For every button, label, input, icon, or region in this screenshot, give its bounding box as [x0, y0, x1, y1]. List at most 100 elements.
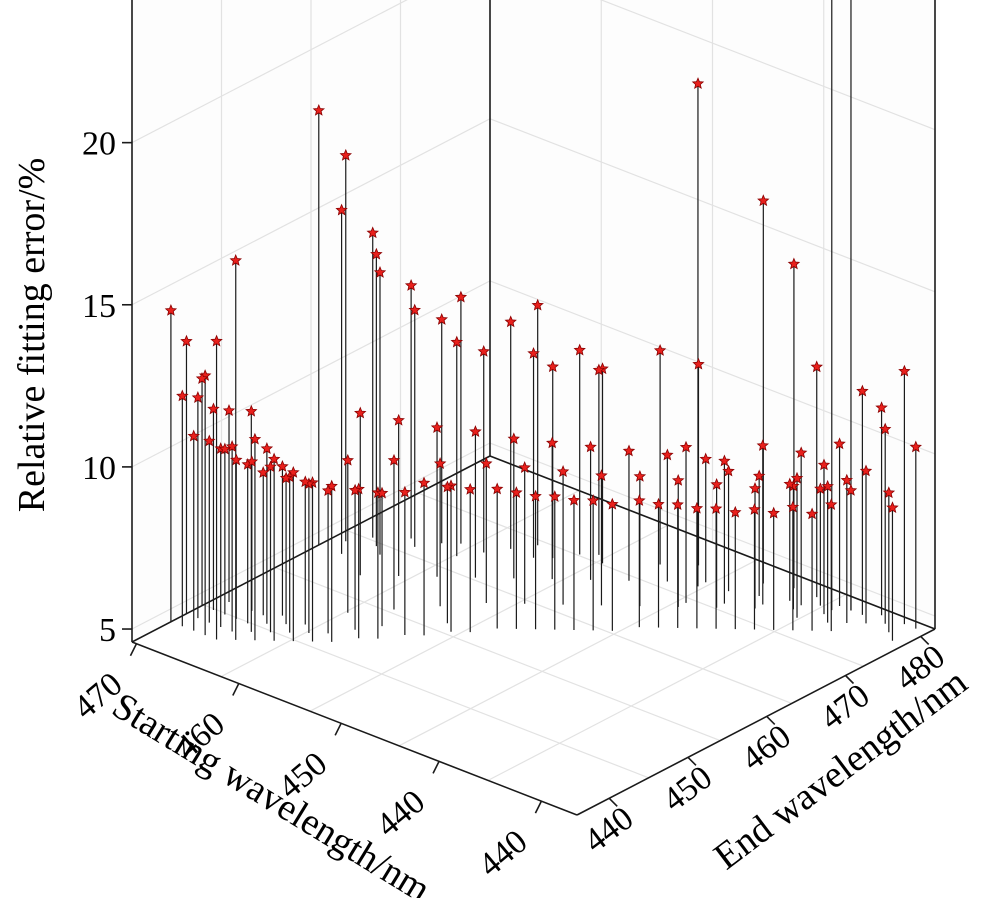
data-point-marker: [671, 473, 685, 486]
axis-edge: [131, 641, 578, 816]
x-tick-mark: [129, 643, 138, 657]
data-point-marker: [573, 343, 586, 356]
data-point-marker: [691, 77, 705, 90]
data-point-marker: [164, 303, 178, 316]
data-point-marker: [652, 497, 665, 510]
data-point-marker: [546, 436, 559, 449]
data-point-marker: [225, 440, 239, 452]
data-point-marker: [805, 507, 819, 520]
data-point-marker: [441, 480, 454, 493]
data-point-marker: [671, 498, 684, 511]
data-point-marker: [454, 290, 468, 303]
data-point-marker: [370, 247, 383, 260]
data-point-marker: [882, 486, 896, 499]
stems: [170, 0, 917, 642]
data-point-marker: [195, 372, 209, 384]
data-point-marker: [833, 437, 846, 450]
data-point-marker: [752, 469, 766, 482]
data-point-marker: [690, 501, 704, 514]
data-point-marker: [859, 464, 873, 477]
z-axis-title: Relative fitting error/%: [11, 158, 53, 513]
data-point-marker: [518, 461, 531, 473]
y-tick-label: 440: [577, 800, 640, 860]
data-point-marker: [709, 502, 723, 515]
data-point-marker: [230, 453, 243, 466]
grid-line-floor-x: [220, 490, 580, 678]
data-point-marker: [507, 432, 520, 445]
data-point-marker: [529, 489, 542, 502]
axis-edge: [489, 455, 936, 630]
data-point-marker: [248, 432, 262, 445]
data-point-marker: [756, 439, 770, 451]
y-tick-label: 450: [656, 759, 719, 819]
data-point-marker: [592, 363, 606, 376]
data-point-marker: [222, 404, 236, 416]
data-point-marker: [245, 455, 259, 467]
data-point-marker: [321, 484, 335, 497]
grid-line-floor-x: [487, 593, 847, 781]
data-point-marker: [622, 444, 636, 457]
data-point-marker: [606, 497, 619, 510]
grid-line-floor-y: [418, 492, 864, 667]
data-point-marker: [469, 425, 482, 437]
data-point-marker: [404, 278, 418, 291]
data-point-marker: [408, 303, 421, 316]
data-point-marker: [335, 203, 348, 216]
data-point-marker: [504, 315, 517, 328]
data-point-marker: [510, 486, 523, 498]
z-tick-label: 20: [82, 126, 116, 163]
markers: [164, 77, 922, 520]
grid-line-floor-x: [398, 559, 758, 747]
grid-line-floor-x: [309, 524, 669, 712]
grid-line-floor-y: [203, 604, 649, 779]
data-point-marker: [757, 194, 770, 207]
x-tick-mark: [334, 722, 342, 736]
data-point-marker: [279, 471, 293, 484]
data-point-marker: [264, 460, 277, 473]
data-point-marker: [392, 413, 405, 426]
data-point-marker: [661, 448, 674, 461]
data-point-marker: [633, 469, 647, 482]
data-point-marker: [595, 469, 608, 481]
data-point-marker: [786, 500, 800, 513]
data-point-marker: [586, 494, 600, 507]
grid-line-floor-y: [346, 529, 793, 704]
data-point-marker: [548, 490, 561, 502]
data-point-marker: [531, 298, 544, 311]
data-point-marker: [699, 452, 713, 465]
data-point-marker: [748, 502, 761, 515]
data-point-marker: [814, 482, 827, 495]
data-point-marker: [480, 457, 493, 469]
data-point-marker: [783, 477, 797, 490]
data-point-marker: [245, 404, 258, 417]
data-point-marker: [491, 482, 504, 495]
y-tick-mark: [687, 756, 697, 766]
data-point-marker: [886, 501, 899, 514]
x-axis-title: Starting wavelength/nm: [105, 685, 437, 898]
z-tick-label: 15: [82, 288, 116, 325]
data-point-marker: [312, 103, 326, 116]
data-point-marker: [187, 429, 200, 442]
axis-frame: [131, 0, 936, 816]
z-tick-label: 5: [99, 612, 116, 649]
data-point-marker: [710, 477, 723, 490]
data-point-marker: [790, 471, 804, 484]
data-point-marker: [729, 505, 742, 518]
data-point-marker: [821, 479, 834, 492]
x-tick-mark: [432, 761, 440, 774]
data-point-marker: [257, 466, 270, 478]
y-tick-mark: [608, 797, 618, 807]
data-point-marker: [527, 346, 540, 359]
data-point-marker: [339, 148, 352, 161]
data-point-marker: [817, 458, 831, 471]
data-point-marker: [477, 344, 490, 357]
data-point-marker: [633, 494, 646, 506]
data-point-marker: [840, 473, 853, 486]
data-point-marker: [366, 226, 380, 239]
data-point-marker: [722, 464, 735, 477]
data-point-marker: [584, 440, 597, 453]
data-point-marker: [387, 453, 401, 466]
data-point-marker: [218, 442, 232, 455]
data-point-marker: [653, 343, 667, 356]
